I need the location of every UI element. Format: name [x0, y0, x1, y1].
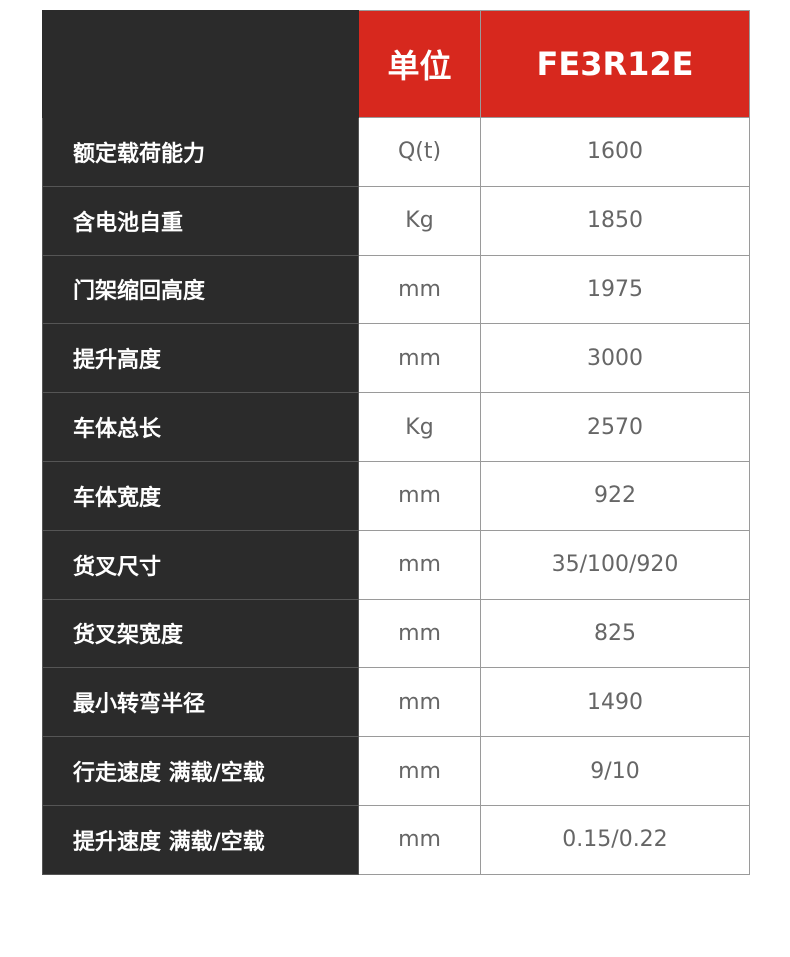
spec-unit: Kg: [358, 185, 481, 256]
spec-value: 1490: [480, 667, 750, 738]
spec-label: 提升速度 满载/空载: [42, 804, 359, 875]
table-row: 提升速度 满载/空载 mm 0.15/0.22: [42, 804, 750, 875]
spec-label: 车体宽度: [42, 460, 359, 531]
spec-unit: Kg: [358, 392, 481, 462]
spec-unit: mm: [358, 529, 481, 600]
header-model: FE3R12E: [480, 10, 750, 118]
spec-value: 35/100/920: [480, 529, 750, 600]
spec-label: 门架缩回高度: [42, 254, 359, 325]
spec-unit: mm: [358, 736, 481, 806]
spec-value: 825: [480, 598, 750, 669]
spec-value: 1975: [480, 254, 750, 325]
table-row: 货叉架宽度 mm 825: [42, 598, 750, 669]
spec-unit: Q(t): [358, 117, 481, 187]
table-row: 行走速度 满载/空载 mm 9/10: [42, 736, 750, 806]
spec-label: 货叉尺寸: [42, 529, 359, 600]
header-row: 单位 FE3R12E: [42, 10, 750, 118]
spec-unit: mm: [358, 323, 481, 394]
table-row: 门架缩回高度 mm 1975: [42, 254, 750, 325]
table-row: 含电池自重 Kg 1850: [42, 185, 750, 256]
spec-unit: mm: [358, 254, 481, 325]
spec-label: 额定载荷能力: [42, 117, 359, 187]
spec-label: 含电池自重: [42, 185, 359, 256]
table-row: 提升高度 mm 3000: [42, 323, 750, 394]
spec-value: 3000: [480, 323, 750, 394]
spec-value: 1850: [480, 185, 750, 256]
spec-value: 2570: [480, 392, 750, 462]
spec-label: 货叉架宽度: [42, 598, 359, 669]
spec-label: 提升高度: [42, 323, 359, 394]
spec-unit: mm: [358, 460, 481, 531]
table-row: 额定载荷能力 Q(t) 1600: [42, 117, 750, 187]
header-blank-cell: [42, 10, 359, 118]
header-unit: 单位: [358, 10, 481, 118]
spec-table: 单位 FE3R12E 额定载荷能力 Q(t) 1600 含电池自重 Kg 1850 门架缩回…: [42, 10, 750, 875]
spec-value: 922: [480, 460, 750, 531]
table-row: 车体总长 Kg 2570: [42, 392, 750, 462]
spec-label: 最小转弯半径: [42, 667, 359, 738]
table-row: 车体宽度 mm 922: [42, 460, 750, 531]
spec-unit: mm: [358, 598, 481, 669]
spec-unit: mm: [358, 667, 481, 738]
table-row: 货叉尺寸 mm 35/100/920: [42, 529, 750, 600]
spec-value: 0.15/0.22: [480, 804, 750, 875]
spec-value: 9/10: [480, 736, 750, 806]
spec-unit: mm: [358, 804, 481, 875]
table-row: 最小转弯半径 mm 1490: [42, 667, 750, 738]
spec-label: 行走速度 满载/空载: [42, 736, 359, 806]
spec-label: 车体总长: [42, 392, 359, 462]
spec-value: 1600: [480, 117, 750, 187]
